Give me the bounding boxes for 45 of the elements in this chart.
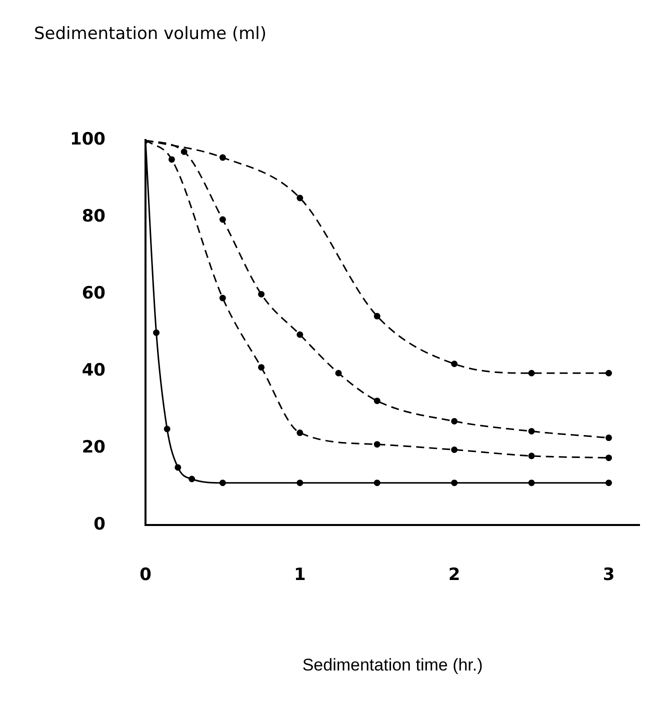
point — [180, 148, 188, 155]
point — [374, 398, 380, 404]
point — [374, 480, 380, 486]
point — [451, 418, 458, 424]
point — [605, 480, 612, 486]
point — [374, 312, 380, 320]
y-tick-label: 100 — [70, 130, 106, 150]
point — [174, 464, 182, 471]
point — [168, 156, 175, 163]
point — [219, 216, 226, 223]
point — [335, 370, 342, 376]
y-tick-label: 0 — [94, 514, 106, 535]
point — [374, 441, 380, 448]
point — [219, 154, 226, 161]
point — [164, 426, 170, 432]
point — [258, 290, 265, 298]
y-tick-label: 80 — [82, 206, 106, 227]
point — [219, 294, 226, 302]
point — [528, 452, 535, 460]
point — [451, 480, 458, 486]
point — [528, 480, 535, 486]
point — [528, 428, 535, 435]
point — [296, 194, 304, 202]
text: Sedimentation volume (ml) — [34, 24, 267, 44]
point — [219, 480, 226, 486]
x-tick-label: 0 — [140, 564, 152, 585]
point — [188, 476, 196, 482]
y-tick-label: 40 — [82, 360, 106, 381]
point — [258, 364, 265, 371]
point — [605, 434, 612, 442]
y-tick-label: 60 — [82, 284, 106, 304]
x-tick-label: 2 — [448, 564, 460, 585]
x-axis-title: Sedimentation time (hr.) — [302, 655, 483, 674]
point — [605, 454, 612, 462]
x-tick-label: 3 — [602, 564, 615, 585]
point — [296, 331, 304, 338]
x-tick-label: 1 — [294, 564, 306, 585]
point — [296, 480, 304, 486]
point — [153, 329, 160, 336]
point — [451, 360, 458, 368]
point — [296, 430, 304, 436]
y-tick-label: 20 — [82, 438, 106, 458]
point — [528, 370, 535, 376]
point — [605, 370, 612, 376]
point — [451, 446, 458, 453]
